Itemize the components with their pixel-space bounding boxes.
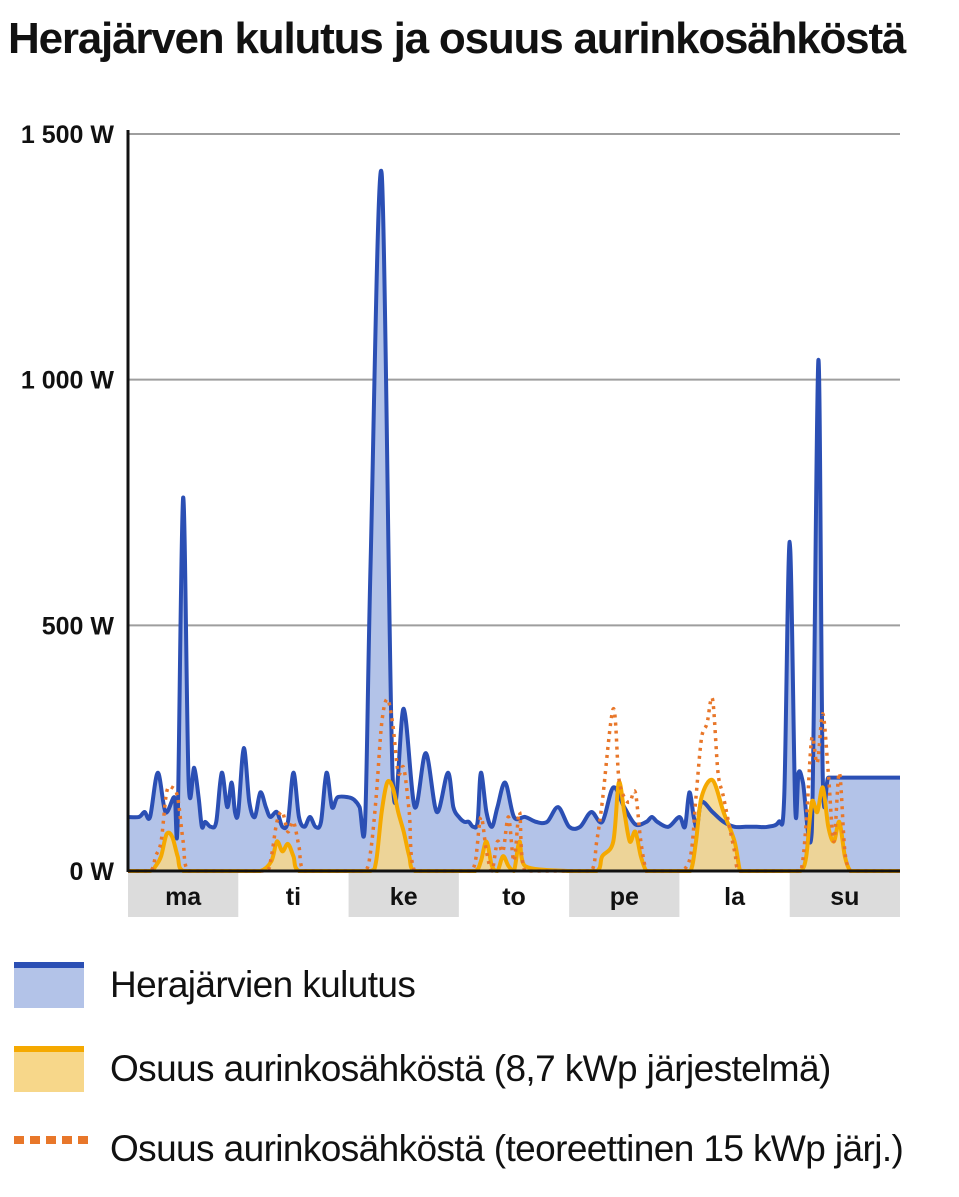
- x-tick-label-ti: ti: [286, 883, 301, 911]
- legend-item-consumption: Herajärvien kulutus: [14, 962, 954, 1022]
- chart-title: Herajärven kulutus ja osuus aurinkosähkö…: [8, 14, 906, 63]
- x-tick-label-ke: ke: [390, 883, 418, 911]
- y-tick-label: 500 W: [42, 612, 115, 640]
- gridlines: [128, 133, 900, 627]
- chart-plot: 1 500 W 1 000 W 500 W 0 W ma ti ke to pe la su: [21, 121, 901, 917]
- y-tick-label: 1 000 W: [21, 367, 115, 395]
- x-tick-label-ma: ma: [165, 883, 202, 911]
- day-band-ma: [128, 872, 239, 917]
- day-band-pe: [569, 872, 680, 917]
- series-consumption-line: [127, 168, 900, 845]
- y-tick-label: 0 W: [70, 858, 115, 886]
- y-tick-label: 1 500 W: [21, 121, 115, 149]
- x-tick-label-la: la: [724, 883, 746, 911]
- x-tick-label-su: su: [830, 883, 859, 911]
- series-layer: [127, 168, 901, 874]
- axes: [126, 130, 900, 873]
- legend-label-theoretical: Osuus aurinkosähköstä (teoreettinen 15 k…: [110, 1128, 904, 1169]
- legend-label-solar: Osuus aurinkosähköstä (8,7 kWp järjestel…: [110, 1048, 831, 1089]
- legend-label-consumption: Herajärvien kulutus: [110, 964, 416, 1005]
- day-bands: [128, 872, 900, 917]
- legend-swatch-theoretical: [14, 1126, 88, 1172]
- legend-item-theoretical: Osuus aurinkosähköstä (teoreettinen 15 k…: [14, 1126, 954, 1186]
- day-band-ke: [348, 872, 459, 917]
- legend-item-solar: Osuus aurinkosähköstä (8,7 kWp järjestel…: [14, 1046, 954, 1106]
- x-tick-label-to: to: [502, 883, 526, 911]
- x-tick-label-pe: pe: [610, 883, 639, 911]
- legend-swatch-consumption: [14, 962, 84, 1008]
- y-tick-labels: 1 500 W 1 000 W 500 W 0 W: [21, 121, 115, 886]
- x-tick-labels: ma ti ke to pe la su: [165, 883, 859, 911]
- day-band-su: [789, 872, 900, 917]
- legend-swatch-solar: [14, 1046, 84, 1092]
